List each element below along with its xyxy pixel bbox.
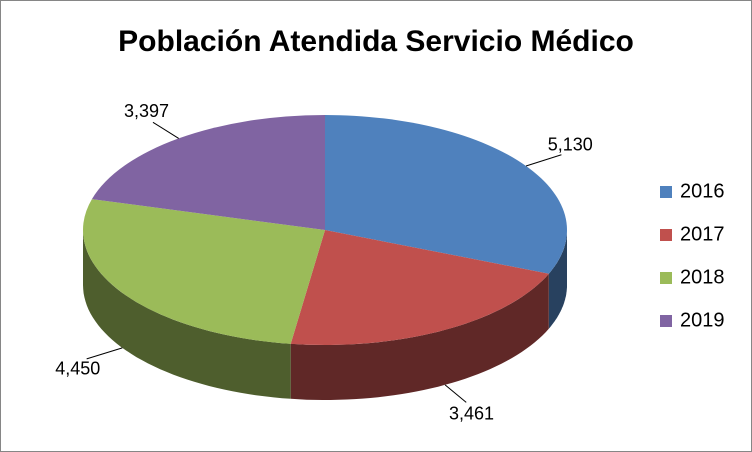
data-label: 3,397 [124,101,169,121]
leader-line [525,154,562,167]
slice [82,199,326,344]
data-label: 4,450 [55,358,100,378]
legend-swatch [660,186,672,198]
slice [91,115,325,230]
chart-title: Población Atendida Servicio Médico [118,25,634,58]
legend-swatch [660,315,672,327]
data-label: 5,130 [548,135,593,155]
slice-side [83,230,291,399]
legend-label: 2019 [680,309,725,331]
data-label: 3,461 [449,404,494,424]
legend-label: 2017 [680,223,725,245]
slice [325,115,567,274]
leader-line [152,121,179,139]
leader-line [444,384,467,403]
legend-swatch [660,229,672,241]
legend-label: 2016 [680,180,725,202]
legend-swatch [660,272,672,284]
slice-side [290,273,549,400]
leader-line [86,347,123,360]
slice [290,230,549,345]
legend-label: 2018 [680,266,725,288]
slice-side [548,230,567,329]
